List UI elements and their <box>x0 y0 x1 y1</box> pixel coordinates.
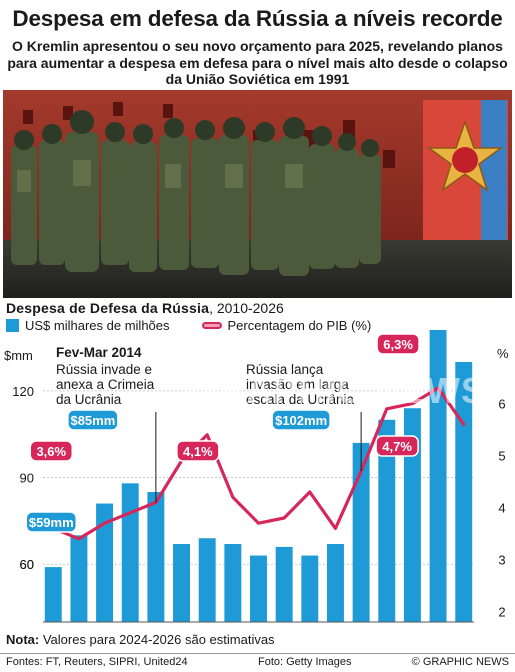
annotation-invasion-text: invasão em larga <box>246 377 349 392</box>
bar <box>121 483 139 622</box>
callout-line-2014: 4,1% <box>183 444 213 459</box>
bar <box>378 419 396 622</box>
x-tick-label: 2010 <box>39 628 68 630</box>
annotation-crimea-text: da Ucrânia <box>56 392 122 407</box>
legend-line-swatch <box>201 322 222 329</box>
photo-illustration <box>3 90 512 298</box>
left-tick-label: 60 <box>20 557 34 572</box>
bar <box>403 408 421 622</box>
bar <box>250 555 267 622</box>
annotation-invasion-text: escala da Ucrânia <box>246 392 355 407</box>
bar <box>173 544 191 622</box>
x-tick-label: 2020 <box>295 628 324 630</box>
legend-bar-swatch <box>6 319 19 332</box>
annotation-crimea-text: Rússia invade e <box>56 362 152 377</box>
photo-soldiers-parade <box>3 90 512 298</box>
callout-line-2022-box <box>375 435 419 457</box>
left-axis-unit: $mm <box>4 348 33 363</box>
chart-legend: US$ milhares de milhões Percentagem do P… <box>6 318 386 333</box>
annotation-crimea-date: Fev-Mar 2014 <box>56 345 142 360</box>
callout-line-2010: 3,6% <box>36 444 66 459</box>
right-tick-label: 4 <box>498 501 505 516</box>
chart-title: Despesa de Defesa da Rússia, 2010-2026 <box>6 300 511 316</box>
chart-title-main: Despesa de Defesa da Rússia <box>6 300 210 316</box>
left-tick-label: 120 <box>12 384 34 399</box>
callout-line-2022: 4,7% <box>382 439 412 454</box>
right-axis-unit: % <box>497 346 509 361</box>
callout-line-2025-box <box>376 333 420 355</box>
bar <box>147 492 165 622</box>
callout-bar-2014: $85mm <box>70 413 115 428</box>
callout-line-2014-box <box>176 440 220 462</box>
legend-bar-label: US$ milhares de milhões <box>25 318 170 333</box>
right-tick-label: 2 <box>498 605 505 620</box>
standfirst: O Kremlin apresentou o seu novo orçament… <box>7 38 508 87</box>
annotation-invasion-date: Fev 2022 <box>246 345 303 360</box>
callout-bar-2022: $102mm <box>275 413 327 428</box>
callout-bar-2010-box <box>25 511 78 533</box>
percent-line <box>51 386 466 541</box>
bar <box>96 503 114 622</box>
footer-photo-credit: Foto: Getty Images <box>258 656 352 668</box>
left-tick-label: 60 <box>20 557 34 572</box>
note-text: Valores para 2024-2026 são estimativas <box>39 632 275 647</box>
footer-sources: Fontes: FT, Reuters, SIPRI, United24 <box>6 656 188 668</box>
bar <box>275 546 293 622</box>
right-tick-label: 3 <box>498 553 505 568</box>
x-tick-label: 2025 <box>424 628 453 630</box>
callout-bar-2010: $59mm <box>29 515 74 530</box>
bar <box>70 535 88 622</box>
chart-note: Nota: Valores para 2024-2026 são estimat… <box>6 632 275 647</box>
right-tick-label: 5 <box>498 449 505 464</box>
footer-brand: © GRAPHIC NEWS <box>411 656 509 668</box>
chart-title-span: , 2010-2026 <box>209 300 284 316</box>
footer: Fontes: FT, Reuters, SIPRI, United24 Fot… <box>0 653 515 672</box>
annotation-invasion-text: Rússia lança <box>246 362 324 377</box>
callout-line-2025: 6,3% <box>383 337 413 352</box>
callout-line-2010-box <box>29 440 74 462</box>
bar <box>301 555 319 622</box>
note-label: Nota: <box>6 632 40 647</box>
bar <box>352 442 370 622</box>
right-tick-label: 6 <box>498 397 505 412</box>
bar <box>224 544 242 622</box>
callout-bar-2014-box <box>67 409 119 431</box>
legend-line-label: Percentagem do PIB (%) <box>227 318 372 333</box>
defense-spending-chart: $mm606090120%234562010201520202025Fev-Ma… <box>4 330 509 630</box>
annotation-crimea-text: anexa a Crimeia <box>56 377 155 392</box>
bar <box>455 362 473 622</box>
bar <box>198 538 216 622</box>
x-tick-label: 2015 <box>167 628 196 630</box>
bar <box>429 330 447 622</box>
bar <box>44 567 62 622</box>
left-tick-label: 90 <box>20 471 34 486</box>
bar <box>326 544 344 622</box>
callout-bar-2022-box <box>271 409 331 431</box>
headline: Despesa em defesa da Rússia a níveis rec… <box>12 6 503 31</box>
